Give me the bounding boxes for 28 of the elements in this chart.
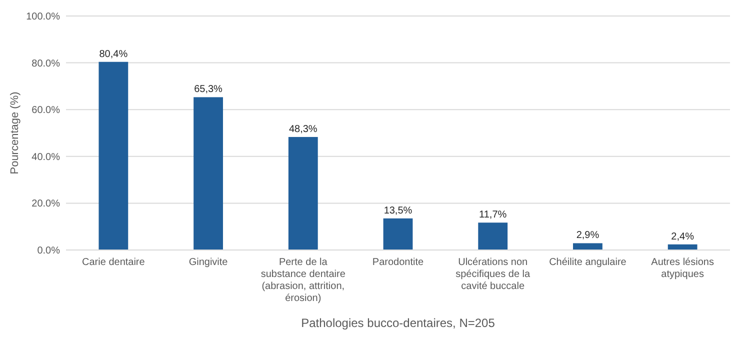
y-tick-label: 100.0%	[26, 12, 60, 22]
data-label: 2,4%	[671, 231, 694, 242]
bar	[194, 97, 223, 250]
x-tick-label: Gingivite	[188, 257, 228, 268]
data-label: 80,4%	[99, 48, 128, 60]
x-tick-label: Chéilite angulaire	[549, 257, 627, 268]
bar	[383, 218, 413, 250]
data-label: 65,3%	[194, 84, 223, 96]
data-label: 13,5%	[384, 205, 412, 216]
x-tick-label: Carie dentaire	[82, 257, 146, 268]
data-label: 11,7%	[479, 210, 507, 221]
x-tick-label: Autres lésions atypiques	[651, 257, 714, 280]
data-label: 2,9%	[576, 230, 600, 242]
y-tick-label: 60.0%	[32, 105, 60, 116]
bar	[98, 62, 128, 250]
y-tick-label: 20.0%	[32, 198, 60, 210]
data-label: 48,3%	[288, 124, 318, 135]
x-axis-title: Pathologies bucco-dentaires, N=205	[301, 316, 496, 330]
y-tick-label: 0.0%	[37, 246, 60, 256]
y-axis-title: Pourcentage (%)	[9, 92, 21, 174]
x-tick-label: Ulcérations non spécifiques de la cavité buccale	[456, 257, 531, 292]
x-tick-label: Perte de la substance dentaire (abrasion, attrition, érosion)	[260, 257, 346, 304]
y-tick-label: 40.0%	[32, 152, 60, 163]
x-tick-label: Parodontite	[372, 257, 424, 268]
bar	[478, 222, 508, 250]
bar	[288, 136, 318, 250]
y-tick-label: 80.0%	[32, 58, 60, 70]
bar	[573, 243, 602, 250]
